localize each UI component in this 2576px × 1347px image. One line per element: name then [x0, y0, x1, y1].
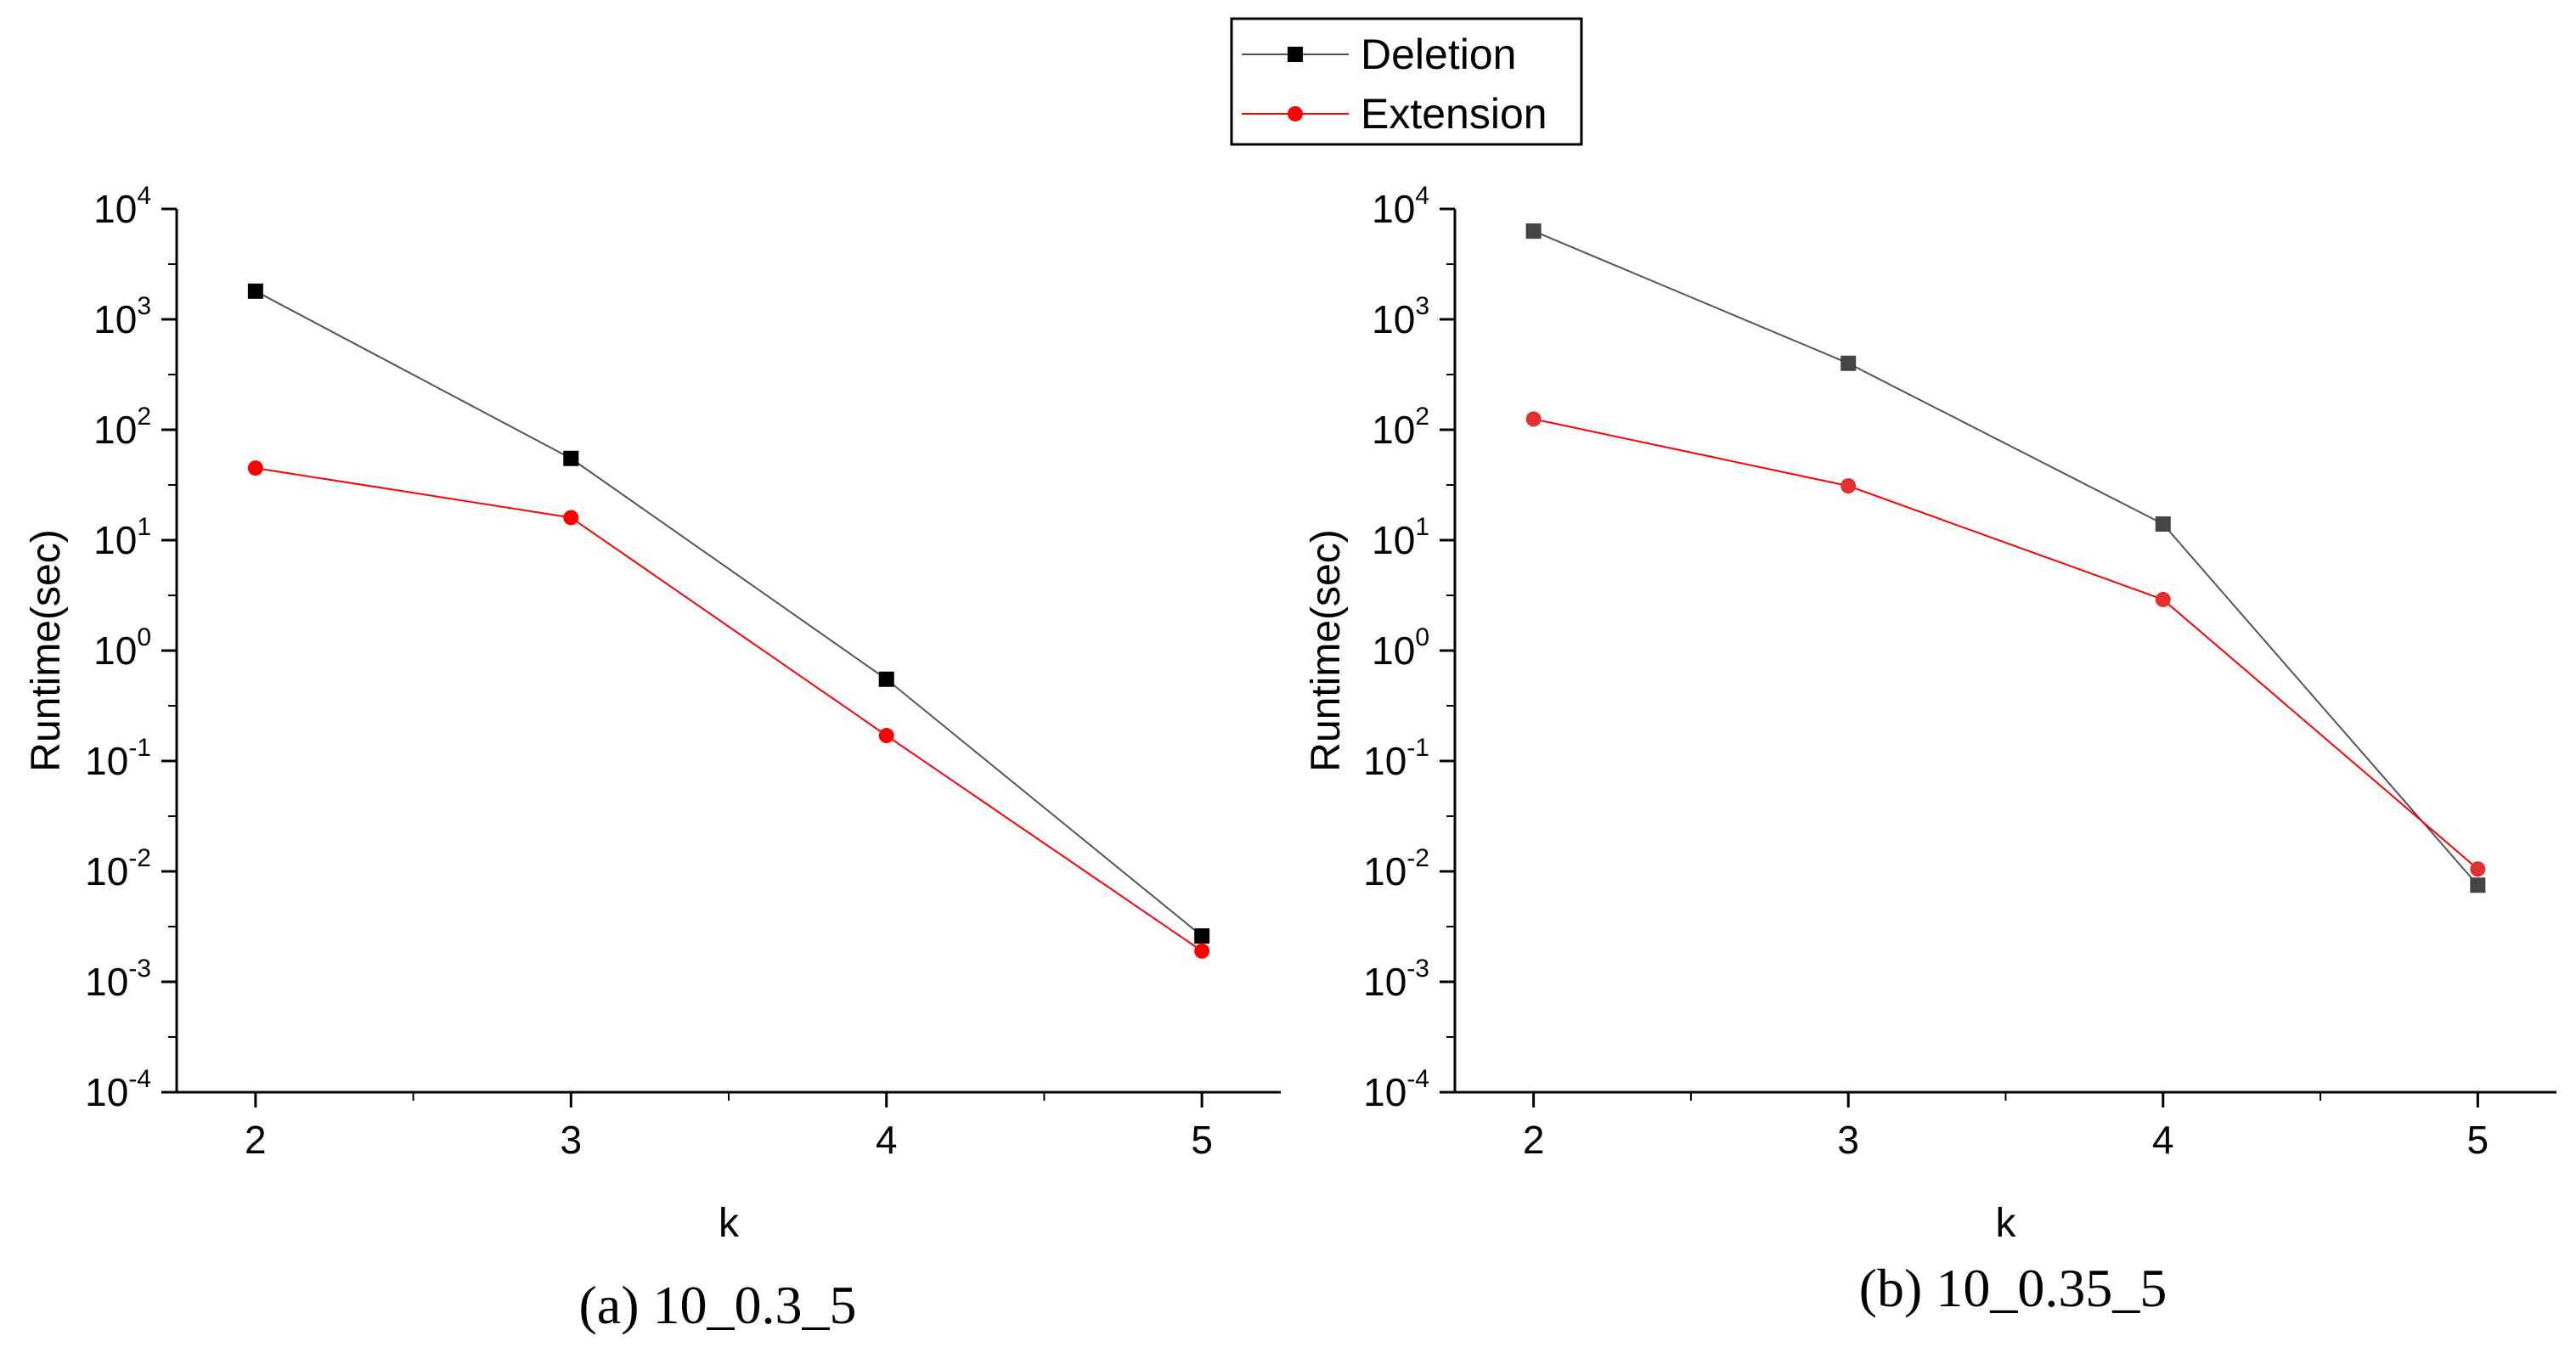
y-tick-base: 10 — [1363, 739, 1406, 783]
y-tick-label: 10-2 — [1363, 844, 1429, 893]
y-tick-base: 10 — [1363, 1070, 1406, 1114]
y-tick-label: 103 — [93, 292, 151, 341]
data-point-extension — [878, 728, 894, 744]
y-tick-base: 10 — [1363, 849, 1406, 893]
y-tick-base: 10 — [1372, 518, 1415, 562]
series-line-extension — [1533, 418, 2479, 871]
y-tick-label: 100 — [93, 623, 151, 673]
y-tick-label: 10-1 — [85, 734, 151, 783]
y-tick-base: 10 — [85, 739, 128, 783]
y-tick-exponent: 4 — [1415, 182, 1429, 210]
x-tick-label: 3 — [560, 1118, 582, 1162]
data-point-deletion — [563, 450, 579, 466]
y-tick-exponent: 0 — [1415, 623, 1429, 651]
legend-label-deletion: Deletion — [1361, 31, 1516, 78]
series-line-deletion — [255, 290, 1203, 937]
y-tick-label: 104 — [93, 182, 151, 231]
y-tick-label: 10-4 — [85, 1065, 151, 1114]
y-tick-label: 100 — [1372, 623, 1429, 673]
y-tick-exponent: -3 — [1406, 955, 1429, 983]
y-tick-exponent: -1 — [128, 734, 151, 762]
data-point-deletion — [1194, 928, 1210, 944]
y-axis-title: Runtime(sec) — [1304, 529, 1349, 771]
series-line-extension — [255, 467, 1203, 952]
y-tick-base: 10 — [85, 960, 128, 1004]
y-tick-base: 10 — [93, 187, 137, 231]
y-axis-title: Runtime(sec) — [24, 529, 69, 771]
y-tick-label: 10-3 — [1363, 955, 1429, 1004]
y-tick-base: 10 — [1372, 297, 1415, 341]
y-tick-exponent: -2 — [1406, 844, 1429, 872]
y-tick-label: 102 — [1372, 403, 1429, 452]
data-point-deletion — [2470, 877, 2486, 893]
data-point-extension — [2470, 861, 2486, 877]
x-tick-label: 5 — [2467, 1118, 2489, 1162]
data-point-extension — [2155, 591, 2171, 607]
y-tick-exponent: -4 — [128, 1065, 151, 1093]
x-tick-label: 5 — [1191, 1118, 1213, 1162]
x-tick-label: 2 — [1523, 1118, 1545, 1162]
chart-caption: (b) 10_0.35_5 — [1859, 1258, 2167, 1318]
x-tick-label: 3 — [1837, 1118, 1859, 1162]
y-tick-base: 10 — [85, 1070, 128, 1114]
y-tick-label: 10-1 — [1363, 734, 1429, 783]
x-tick-label: 2 — [245, 1118, 267, 1162]
y-tick-label: 101 — [93, 513, 151, 562]
y-tick-exponent: 1 — [1415, 513, 1429, 541]
y-tick-exponent: 2 — [137, 403, 151, 431]
data-point-extension — [1194, 943, 1210, 959]
y-tick-base: 10 — [93, 297, 137, 341]
y-tick-base: 10 — [93, 518, 137, 562]
y-tick-exponent: 3 — [1415, 292, 1429, 320]
y-tick-label: 104 — [1372, 182, 1429, 231]
y-tick-exponent: -1 — [1406, 734, 1429, 762]
y-tick-exponent: 4 — [137, 182, 151, 210]
y-tick-base: 10 — [1372, 408, 1415, 452]
data-point-extension — [563, 510, 579, 526]
legend-marker-circle — [1288, 106, 1303, 121]
data-point-extension — [1840, 478, 1857, 494]
y-tick-exponent: 3 — [137, 292, 151, 320]
y-tick-label: 102 — [93, 403, 151, 452]
y-tick-label: 10-4 — [1363, 1065, 1429, 1114]
y-tick-exponent: 0 — [137, 623, 151, 651]
legend-box — [1230, 17, 1583, 146]
y-tick-base: 10 — [85, 849, 128, 893]
x-tick-label: 4 — [2152, 1118, 2174, 1162]
y-tick-base: 10 — [1372, 628, 1415, 673]
y-tick-exponent: -2 — [128, 844, 151, 872]
y-tick-label: 101 — [1372, 513, 1429, 562]
y-tick-label: 103 — [1372, 292, 1429, 341]
data-point-deletion — [1525, 223, 1542, 240]
x-tick-label: 4 — [876, 1118, 898, 1162]
legend-marker-square — [1288, 47, 1303, 62]
y-tick-base: 10 — [93, 408, 137, 452]
y-tick-label: 10-2 — [85, 844, 151, 893]
data-point-deletion — [1840, 355, 1857, 371]
y-tick-base: 10 — [93, 628, 137, 673]
y-tick-base: 10 — [1372, 187, 1415, 231]
data-point-deletion — [247, 283, 263, 299]
data-point-extension — [1525, 411, 1542, 427]
y-tick-base: 10 — [1363, 960, 1406, 1004]
y-tick-label: 10-3 — [85, 955, 151, 1004]
x-axis-title: k — [719, 1201, 740, 1246]
y-tick-exponent: -3 — [128, 955, 151, 983]
data-point-extension — [247, 460, 263, 476]
data-point-deletion — [878, 671, 894, 687]
y-tick-exponent: 2 — [1415, 403, 1429, 431]
legend: Deletion Extension — [1230, 17, 1583, 146]
chart-caption: (a) 10_0.3_5 — [578, 1275, 856, 1335]
series-line-deletion — [1533, 230, 2479, 886]
y-tick-exponent: -4 — [1406, 1065, 1429, 1093]
legend-label-extension: Extension — [1361, 90, 1547, 138]
x-axis-title: k — [1996, 1201, 2017, 1246]
data-point-deletion — [2155, 516, 2171, 533]
y-tick-exponent: 1 — [137, 513, 151, 541]
